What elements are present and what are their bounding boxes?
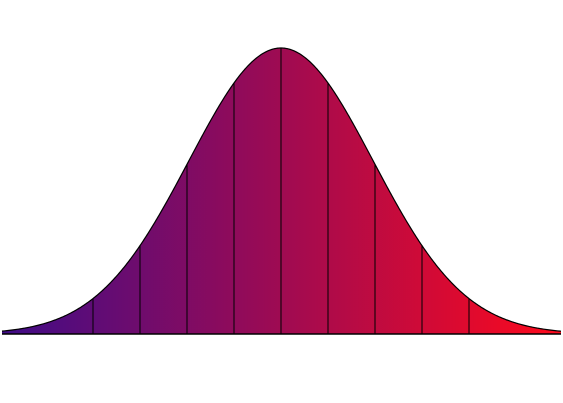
- band-dividers: [92, 48, 470, 334]
- bell-curve-outline: [1, 47, 562, 332]
